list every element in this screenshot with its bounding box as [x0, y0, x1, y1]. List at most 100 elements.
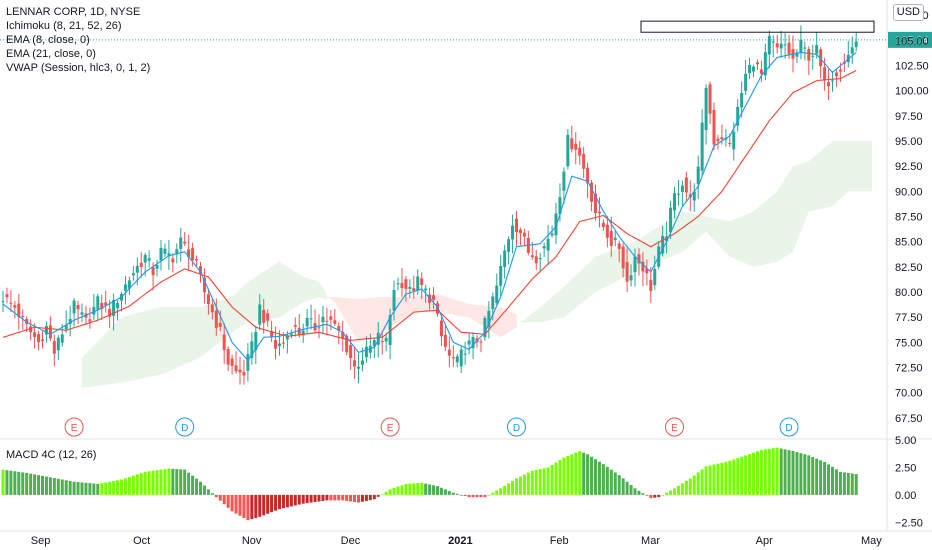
candle	[147, 250, 151, 268]
candle-body	[570, 138, 574, 150]
candle-body	[712, 109, 716, 145]
macd-bar	[100, 483, 104, 495]
candle	[333, 308, 337, 327]
candle	[542, 242, 546, 258]
candle-body	[76, 304, 80, 310]
candle	[467, 332, 471, 355]
macd-bar	[234, 494, 238, 514]
candle	[495, 273, 499, 306]
dividend-marker: D	[175, 417, 195, 437]
candle	[400, 268, 404, 297]
candle-body	[56, 337, 60, 351]
time-tick-label: Oct	[133, 535, 150, 547]
time-tick-label: Dec	[341, 535, 361, 547]
macd-bar	[88, 483, 92, 495]
candle	[64, 310, 68, 333]
macd-bar	[546, 467, 550, 495]
candle-body	[775, 43, 779, 48]
macd-bar	[791, 450, 795, 495]
candle-body	[779, 43, 783, 49]
candle	[56, 335, 60, 360]
candle-body	[317, 327, 321, 329]
candle	[831, 71, 834, 92]
candle-body	[266, 313, 270, 321]
macd-bar	[582, 452, 586, 495]
macd-bar	[372, 494, 376, 500]
macd-bar	[597, 461, 601, 495]
dividend-marker-circle	[779, 417, 799, 437]
candle	[285, 331, 289, 354]
candle	[775, 34, 779, 54]
macd-bar	[368, 494, 372, 501]
macd-bar	[507, 483, 511, 495]
candle	[546, 224, 550, 265]
candle-body	[135, 265, 139, 273]
macd-bar	[329, 494, 333, 501]
candle	[108, 299, 112, 329]
candle-body	[25, 318, 29, 324]
macd-bar	[657, 494, 661, 498]
macd-bar	[487, 494, 491, 496]
candle-body	[305, 317, 309, 327]
macd-bar	[795, 452, 799, 495]
ema8-line	[2, 51, 857, 362]
candle-body	[815, 45, 819, 54]
candle	[274, 326, 278, 360]
candle-body	[17, 303, 21, 317]
candle-body	[210, 304, 214, 313]
candle	[819, 46, 823, 79]
candle-body	[586, 167, 590, 184]
earnings-marker-circle	[665, 417, 684, 437]
macd-bar	[676, 485, 680, 495]
macd-bar	[131, 475, 135, 495]
candle	[436, 301, 439, 317]
candle-body	[696, 166, 700, 185]
candle	[795, 49, 799, 64]
candle	[242, 359, 246, 385]
currency-badge[interactable]: USD	[892, 4, 924, 21]
ema8-legend[interactable]: EMA (8, close, 0)	[6, 34, 90, 46]
ichimoku-legend[interactable]: Ichimoku (8, 21, 52, 26)	[6, 20, 122, 32]
macd-bar	[692, 475, 696, 495]
ema21-legend[interactable]: EMA (21, close, 0)	[6, 48, 96, 60]
candle-body	[530, 255, 534, 258]
candle-body	[692, 191, 696, 201]
macd-bar	[112, 480, 116, 495]
macd-bar	[218, 494, 222, 501]
candle-body	[432, 295, 436, 300]
candle	[511, 214, 515, 254]
macd-bar	[96, 483, 100, 495]
macd-bar	[222, 494, 226, 505]
macd-bar	[80, 482, 84, 495]
macd-bar	[116, 480, 120, 495]
candle	[443, 325, 447, 351]
symbol-title[interactable]: LENNAR CORP, 1D, NYSE	[6, 6, 141, 18]
candle-body	[795, 52, 799, 57]
candle-body	[459, 349, 463, 367]
candle	[680, 180, 684, 207]
macd-bar	[337, 494, 341, 501]
time-tick-label: May	[861, 535, 882, 547]
macd-bar	[266, 494, 270, 514]
candle-body	[495, 285, 499, 304]
candle-body	[60, 334, 64, 343]
macd-bar	[838, 471, 842, 495]
candle-body	[262, 309, 266, 323]
candle	[206, 289, 210, 315]
candle-body	[21, 316, 25, 318]
macd-bar	[297, 494, 301, 505]
candle-body	[380, 341, 384, 343]
macd-bar	[317, 494, 321, 502]
macd-bar	[649, 494, 653, 499]
candle	[637, 248, 641, 276]
macd-legend[interactable]: MACD 4C (12, 26)	[6, 449, 97, 461]
macd-bar	[455, 493, 459, 495]
macd-bar	[333, 494, 337, 501]
vwap-legend[interactable]: VWAP (Session, hlc3, 0, 1, 2)	[6, 62, 151, 74]
candle	[266, 309, 270, 327]
macd-bar	[25, 472, 29, 495]
candle-body	[139, 262, 143, 267]
macd-bar	[92, 483, 96, 495]
candle-body	[594, 193, 597, 213]
